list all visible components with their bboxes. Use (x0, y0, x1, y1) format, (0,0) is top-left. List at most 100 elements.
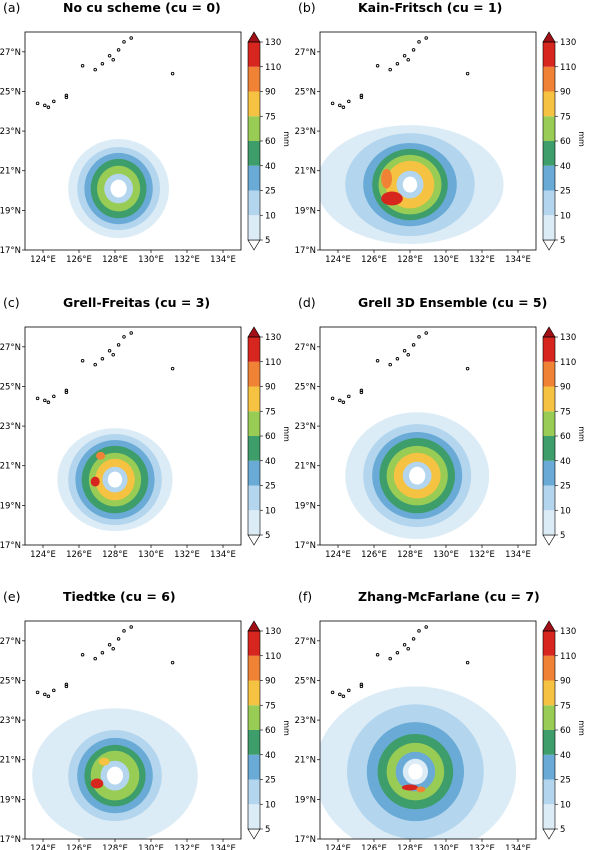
island-1 (338, 103, 342, 108)
rain-field (345, 412, 490, 540)
colorbar-segment (543, 411, 555, 436)
island-4 (64, 390, 69, 395)
colorbar-label: 25 (265, 482, 276, 492)
colorbar-extend-high (247, 326, 261, 338)
x-tick-label: 130°E (433, 844, 459, 850)
colorbar-unit: mm (577, 720, 586, 736)
colorbar-label: 60 (560, 432, 571, 442)
rain-field (57, 428, 173, 532)
colorbar-extend-low (542, 534, 556, 546)
island-13 (424, 331, 428, 335)
island-9 (107, 54, 112, 58)
rain-maximum-1 (381, 168, 392, 189)
island-5 (359, 388, 364, 393)
colorbar-segment (543, 631, 555, 656)
rain-maximum-1 (98, 757, 110, 766)
y-tick-label: 17°N (295, 541, 316, 551)
x-tick-label: 126°E (361, 255, 387, 265)
colorbar-label: 60 (560, 137, 571, 147)
island-15 (170, 71, 175, 76)
colorbar-segment (248, 66, 260, 92)
colorbar-extend-high (542, 31, 556, 43)
colorbar-segment (248, 361, 260, 387)
colorbar-unit: mm (577, 131, 586, 147)
x-tick-label: 134°E (210, 255, 236, 265)
colorbar-segment (543, 804, 555, 829)
island-9 (402, 643, 407, 647)
colorbar-segment (543, 436, 555, 461)
island-8 (100, 650, 105, 655)
rain-field (68, 139, 169, 239)
colorbar-unit: mm (282, 720, 291, 736)
y-tick-label: 19°N (295, 501, 316, 511)
island-2 (341, 105, 346, 110)
island-15 (465, 71, 470, 76)
island-12 (122, 629, 126, 633)
y-tick-label: 27°N (295, 48, 316, 58)
island-10 (406, 646, 410, 651)
island-6 (375, 63, 380, 68)
x-tick-label: 132°E (174, 844, 200, 850)
x-tick-label: 126°E (361, 844, 387, 850)
colorbar-label: 110 (265, 358, 281, 368)
island-6 (80, 358, 85, 363)
colorbar-segment (248, 165, 260, 191)
island-7 (93, 362, 97, 367)
x-tick-label: 128°E (102, 550, 128, 560)
island-3 (52, 99, 56, 104)
x-tick-label: 132°E (174, 255, 200, 265)
colorbar-segment (543, 141, 555, 166)
colorbar-label: 110 (265, 652, 281, 662)
island-7 (388, 67, 392, 72)
colorbar-segment (543, 754, 555, 780)
colorbar: 5 10 25 40 60 75 90 110 130 mm (542, 31, 586, 251)
y-tick-label: 19°N (0, 795, 21, 805)
colorbar-segment (248, 436, 260, 461)
panel-f: 124°E 126°E 128°E 130°E 132°E 134°E 17°N 19°N 21… (295, 589, 586, 850)
y-tick-label: 25°N (295, 382, 316, 392)
rain-field (320, 125, 504, 245)
colorbar-extend-low (247, 828, 261, 840)
colorbar-segment (543, 361, 555, 387)
rain-maximum-0 (381, 191, 403, 206)
y-tick-label: 21°N (295, 756, 316, 766)
x-tick-label: 128°E (397, 844, 423, 850)
island-3 (347, 99, 351, 104)
rain-maximum-0 (90, 778, 104, 789)
island-11 (116, 637, 121, 641)
colorbar: 5 10 25 40 60 75 90 110 130 mm (247, 326, 291, 546)
colorbar-label: 130 (560, 333, 576, 343)
rain-maximum-1 (96, 451, 106, 460)
island-11 (116, 48, 121, 52)
panel-label: (f) (298, 589, 312, 604)
y-tick-label: 17°N (0, 835, 21, 845)
colorbar-segment (248, 779, 260, 805)
colorbar-segment (248, 705, 260, 730)
island-3 (347, 394, 351, 399)
island-6 (80, 63, 85, 68)
x-tick-label: 134°E (505, 550, 531, 560)
island-10 (111, 646, 115, 651)
x-tick-label: 128°E (397, 255, 423, 265)
island-1 (338, 398, 342, 403)
island-2 (341, 400, 346, 405)
panel-a: 124°E 126°E 128°E 130°E 132°E 134°E 17°N 19°N 21… (0, 0, 291, 265)
colorbar-extend-high (542, 326, 556, 338)
colorbar-extend-low (542, 828, 556, 840)
island-7 (93, 656, 97, 661)
y-tick-label: 25°N (295, 87, 316, 97)
rain-contour-7 (408, 763, 423, 780)
x-tick-label: 134°E (210, 844, 236, 850)
island-13 (424, 36, 428, 40)
colorbar-label: 10 (265, 211, 276, 221)
x-tick-label: 134°E (210, 550, 236, 560)
colorbar-segment (248, 510, 260, 535)
island-8 (100, 61, 105, 66)
island-11 (411, 48, 416, 52)
island-8 (395, 356, 400, 361)
island-1 (338, 692, 342, 697)
island-5 (359, 93, 364, 98)
island-10 (406, 352, 410, 357)
colorbar-segment (248, 804, 260, 829)
